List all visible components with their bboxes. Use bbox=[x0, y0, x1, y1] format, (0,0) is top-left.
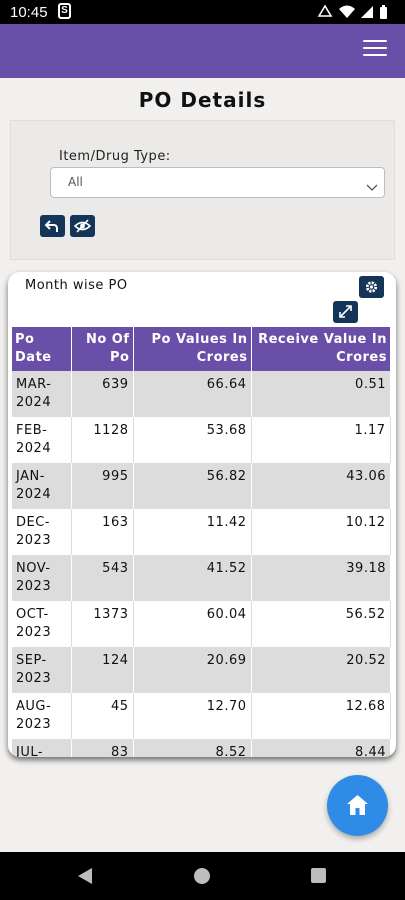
system-nav-bar bbox=[0, 852, 405, 900]
expand-button[interactable] bbox=[333, 301, 358, 323]
table-row: AUG-2023 45 12.70 12.68 bbox=[12, 693, 391, 739]
po-value-cell: 11.42 bbox=[133, 509, 252, 555]
receive-value-cell: 39.18 bbox=[251, 555, 390, 601]
po-date-cell: DEC-2023 bbox=[12, 509, 72, 555]
status-icons bbox=[317, 4, 395, 20]
receive-value-cell: 1.17 bbox=[251, 417, 391, 463]
table-header-row: Po Date No Of Po Po Values In Crores Rec… bbox=[12, 327, 390, 371]
back-button[interactable] bbox=[40, 215, 65, 237]
home-icon bbox=[347, 795, 368, 815]
chevron-down-icon bbox=[366, 177, 378, 196]
table-row: JAN-2024 995 56.82 43.06 bbox=[12, 463, 390, 509]
receive-value-cell: 56.52 bbox=[251, 601, 391, 647]
table-row: SEP-2023 124 20.69 20.52 bbox=[12, 647, 390, 693]
receive-value-cell: 8.44 bbox=[251, 739, 390, 757]
no-of-po-cell: 83 bbox=[71, 739, 134, 757]
notification-s-icon: S bbox=[58, 3, 71, 19]
item-drug-type-select[interactable]: All bbox=[50, 167, 385, 198]
po-date-cell: FEB-2024 bbox=[12, 417, 72, 463]
po-table: Po Date No Of Po Po Values In Crores Rec… bbox=[12, 327, 391, 757]
notification-icon bbox=[317, 4, 333, 17]
column-header-no-of-po[interactable]: No Of Po bbox=[71, 327, 134, 371]
hide-button[interactable] bbox=[70, 215, 95, 237]
no-of-po-cell: 45 bbox=[71, 693, 134, 739]
po-date-cell: OCT-2023 bbox=[12, 601, 72, 647]
item-drug-type-label: Item/Drug Type: bbox=[59, 149, 171, 164]
gear-icon bbox=[365, 281, 378, 293]
receive-value-cell: 20.52 bbox=[251, 647, 390, 693]
page-title: PO Details bbox=[138, 88, 267, 112]
table-row: FEB-2024 1128 53.68 1.17 bbox=[12, 417, 391, 463]
table-row: DEC-2023 163 11.42 10.12 bbox=[12, 509, 391, 555]
po-date-cell: SEP-2023 bbox=[12, 647, 72, 693]
no-of-po-cell: 163 bbox=[71, 509, 134, 555]
po-date-cell: NOV-2023 bbox=[12, 555, 72, 601]
table-row: NOV-2023 543 41.52 39.18 bbox=[12, 555, 390, 601]
status-time: 10:45 bbox=[10, 4, 48, 21]
po-value-cell: 8.52 bbox=[133, 739, 252, 757]
settings-button[interactable] bbox=[359, 276, 384, 298]
no-of-po-cell: 1373 bbox=[71, 601, 134, 647]
po-value-cell: 41.52 bbox=[133, 555, 252, 601]
column-header-po-values[interactable]: Po Values In Crores bbox=[133, 327, 252, 371]
expand-icon bbox=[339, 305, 352, 318]
app-bar bbox=[0, 24, 405, 78]
receive-value-cell: 43.06 bbox=[251, 463, 390, 509]
no-of-po-cell: 124 bbox=[71, 647, 134, 693]
card-title: Month wise PO bbox=[25, 278, 128, 293]
eye-off-icon bbox=[74, 219, 91, 233]
po-value-cell: 53.68 bbox=[133, 417, 252, 463]
po-date-cell: MAR-2024 bbox=[12, 371, 72, 417]
no-of-po-cell: 995 bbox=[71, 463, 134, 509]
column-header-po-date[interactable]: Po Date bbox=[12, 327, 72, 371]
battery-icon bbox=[380, 5, 387, 19]
po-value-cell: 12.70 bbox=[133, 693, 252, 739]
po-value-cell: 66.64 bbox=[133, 371, 252, 417]
wifi-icon bbox=[339, 5, 355, 18]
po-value-cell: 56.82 bbox=[133, 463, 252, 509]
no-of-po-cell: 1128 bbox=[71, 417, 134, 463]
recents-square-icon[interactable] bbox=[311, 868, 326, 883]
po-date-cell: AUG-2023 bbox=[12, 693, 72, 739]
hamburger-menu-icon[interactable] bbox=[363, 40, 387, 58]
back-triangle-icon[interactable] bbox=[77, 867, 93, 885]
po-value-cell: 20.69 bbox=[133, 647, 252, 693]
table-row: MAR-2024 639 66.64 0.51 bbox=[12, 371, 390, 417]
po-date-cell: JUL- bbox=[12, 739, 72, 757]
undo-arrow-icon bbox=[44, 220, 58, 232]
no-of-po-cell: 639 bbox=[71, 371, 134, 417]
month-wise-po-card: Month wise PO Po Date No Of Po Po Values… bbox=[8, 272, 396, 757]
po-value-cell: 60.04 bbox=[133, 601, 252, 647]
table-row: JUL- 83 8.52 8.44 bbox=[12, 739, 390, 757]
column-header-receive-value[interactable]: Receive Value In Crores bbox=[251, 327, 390, 371]
po-date-cell: JAN-2024 bbox=[12, 463, 72, 509]
filter-panel: Item/Drug Type: All bbox=[10, 120, 395, 260]
no-of-po-cell: 543 bbox=[71, 555, 134, 601]
receive-value-cell: 10.12 bbox=[251, 509, 391, 555]
status-bar: 10:45 S bbox=[0, 0, 405, 24]
item-drug-type-value: All bbox=[68, 175, 83, 189]
home-circle-icon[interactable] bbox=[194, 868, 210, 884]
receive-value-cell: 0.51 bbox=[251, 371, 390, 417]
home-fab-button[interactable] bbox=[327, 775, 388, 836]
table-row: OCT-2023 1373 60.04 56.52 bbox=[12, 601, 391, 647]
signal-icon bbox=[361, 6, 373, 18]
receive-value-cell: 12.68 bbox=[251, 693, 391, 739]
